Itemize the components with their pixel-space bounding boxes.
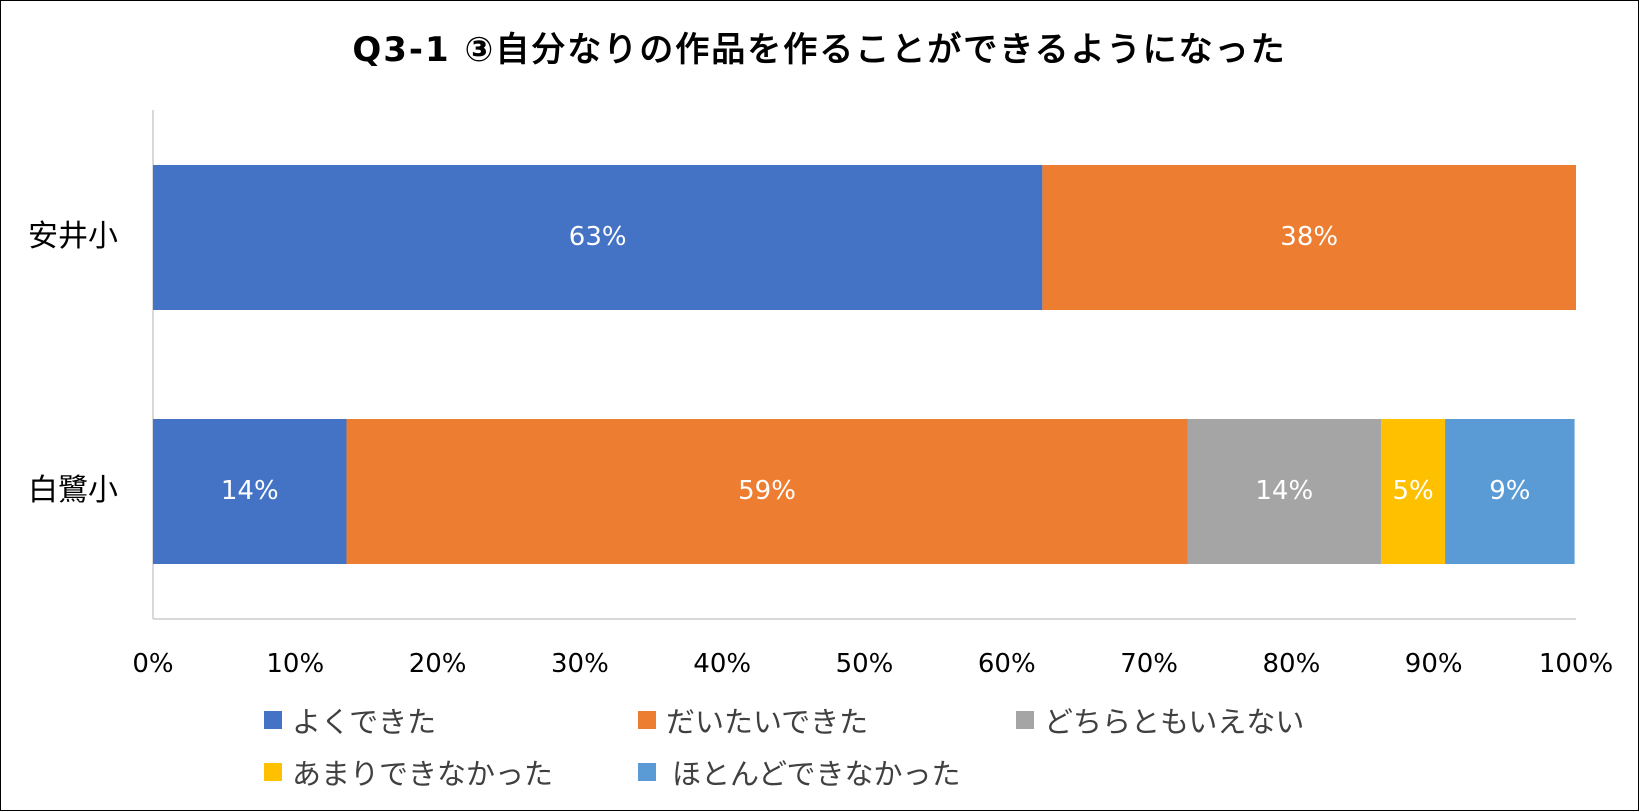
legend-swatch-4 <box>264 763 282 781</box>
data-label: 9% <box>1489 476 1530 506</box>
data-label: 38% <box>1280 222 1338 252</box>
legend-label-2: だいたいできた <box>666 705 869 739</box>
legend-swatch-3 <box>1016 711 1034 729</box>
legend-swatch-5 <box>638 763 656 781</box>
x-tick-label: 60% <box>978 649 1036 679</box>
legend-item-3: どちらともいえない <box>1016 700 1304 740</box>
x-tick-label: 10% <box>266 649 324 679</box>
x-tick-label: 50% <box>836 649 894 679</box>
bar-segment <box>1187 419 1382 564</box>
data-label: 0% <box>1590 222 1631 252</box>
legend-swatch-1 <box>264 711 282 729</box>
legend-item-2: だいたいできた <box>638 700 868 740</box>
x-tick-label: 80% <box>1263 649 1321 679</box>
category-label: 白鷺小 <box>28 473 118 508</box>
legend-item-5: ほとんどできなかった <box>638 752 961 792</box>
legend-label-5: ほとんどできなかった <box>672 757 961 791</box>
bar-segment <box>153 419 347 564</box>
data-label: 14% <box>221 476 279 506</box>
x-tick-label: 100% <box>1539 649 1613 679</box>
data-label: 5% <box>1392 476 1433 506</box>
bar-segment <box>1445 419 1575 564</box>
data-label: 59% <box>738 476 796 506</box>
bar-segment <box>1042 165 1576 310</box>
x-tick-label: 0% <box>132 649 173 679</box>
legend-label-4: あまりできなかった <box>292 757 554 791</box>
legend-swatch-2 <box>638 711 656 729</box>
bar-segment <box>346 419 1188 564</box>
chart-title: Q3-1 ③自分なりの作品を作ることができるようになった <box>352 30 1287 70</box>
legend-label-3: どちらともいえない <box>1044 705 1305 739</box>
bar-segment <box>153 165 1043 310</box>
legend-item-4: あまりできなかった <box>264 752 553 792</box>
x-tick-label: 40% <box>693 649 751 679</box>
data-label: 63% <box>569 222 627 252</box>
bar-segment <box>1381 419 1446 564</box>
legend-label-1: よくできた <box>292 705 437 739</box>
x-tick-label: 30% <box>551 649 609 679</box>
x-tick-label: 70% <box>1120 649 1178 679</box>
x-tick-label: 20% <box>409 649 467 679</box>
category-label: 安井小 <box>28 219 118 254</box>
x-tick-label: 90% <box>1405 649 1463 679</box>
data-label: 14% <box>1255 476 1313 506</box>
legend-item-1: よくできた <box>264 700 436 740</box>
